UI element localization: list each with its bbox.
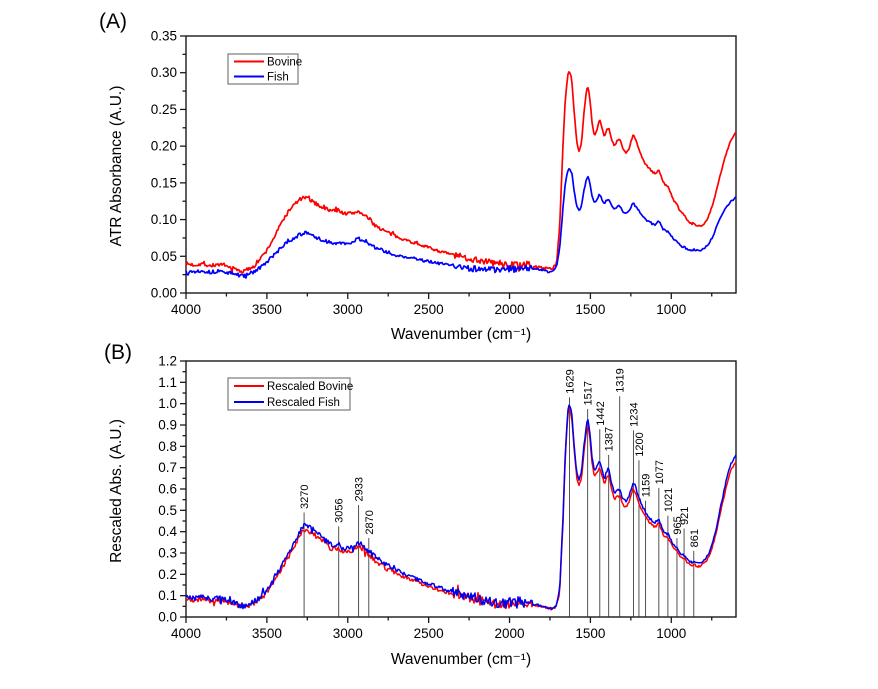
y-tick-label: 0.9 <box>158 418 177 433</box>
peak-label-965: 965 <box>672 516 684 534</box>
x-tick-label: 2500 <box>414 626 444 641</box>
panel-b-y-axis-title: Rescaled Abs. (A.U.) <box>108 419 125 563</box>
panel-b-letter: (B) <box>104 341 132 364</box>
peak-label-1319: 1319 <box>615 368 627 392</box>
bovine-curve <box>185 71 737 274</box>
y-tick-label: 0.25 <box>151 102 177 117</box>
panel-b-x-axis-title: Wavenumber (cm⁻¹) <box>390 651 532 668</box>
fish-curve <box>185 167 737 279</box>
panel-a: 4000 3500 3000 2500 2000 1500 1000 0.00 0.05 0.10… <box>151 29 737 317</box>
y-tick-label: 0.0 <box>158 610 177 625</box>
y-tick-label: 0.1 <box>158 588 177 603</box>
peak-label-1077: 1077 <box>654 460 666 484</box>
y-tick-label: 0.8 <box>158 439 177 454</box>
x-tick-label: 3500 <box>252 302 282 317</box>
x-tick-label: 3000 <box>333 302 363 317</box>
peak-label-3056: 3056 <box>334 498 346 522</box>
peak-label-861: 861 <box>689 529 701 547</box>
x-tick-label: 2000 <box>495 626 525 641</box>
peak-label-1387: 1387 <box>604 427 616 451</box>
peak-label-1234: 1234 <box>628 402 640 426</box>
peak-label-2870: 2870 <box>364 510 376 534</box>
y-tick-label: 0.7 <box>158 460 177 475</box>
legend-label: Rescaled Bovine <box>267 381 353 393</box>
peak-label-3270: 3270 <box>299 484 311 508</box>
y-tick-label: 0.35 <box>151 29 177 44</box>
y-tick-label: 1.2 <box>158 354 177 369</box>
y-tick-label: 0.30 <box>151 65 177 80</box>
legend-frame <box>227 377 351 411</box>
legend-label: Fish <box>267 72 289 84</box>
x-tick-label: 1000 <box>656 302 686 317</box>
y-tick-label: 0.20 <box>151 139 177 154</box>
peak-label-921: 921 <box>679 507 691 525</box>
x-tick-label: 1000 <box>656 626 686 641</box>
y-tick-label: 0.4 <box>158 524 177 539</box>
peak-label-1159: 1159 <box>641 474 653 498</box>
x-tick-label: 1500 <box>575 626 605 641</box>
peak-label-1200: 1200 <box>634 432 646 456</box>
peak-label-1442: 1442 <box>595 401 607 425</box>
y-tick-label: 0.05 <box>151 249 177 264</box>
y-tick-label: 0.10 <box>151 212 177 227</box>
peak-label-2933: 2933 <box>354 477 366 501</box>
y-tick-label: 0.5 <box>158 503 177 518</box>
y-tick-label: 1.0 <box>158 396 177 411</box>
legend-label: Bovine <box>267 57 302 69</box>
y-tick-label: 0.2 <box>158 567 177 582</box>
peak-label-1021: 1021 <box>663 488 675 512</box>
peak-label-1629: 1629 <box>565 369 577 393</box>
rescaled-bovine-curve <box>185 407 737 611</box>
x-tick-label: 4000 <box>171 302 201 317</box>
y-tick-label: 1.1 <box>158 375 177 390</box>
x-tick-label: 2500 <box>414 302 444 317</box>
peak-label-1517: 1517 <box>583 381 595 405</box>
x-tick-label: 1500 <box>575 302 605 317</box>
panel-a-y-axis-title: ATR Absorbance (A.U.) <box>108 85 125 247</box>
y-tick-label: 0.6 <box>158 482 177 497</box>
x-tick-label: 4000 <box>171 626 201 641</box>
panel-a-x-axis-title: Wavenumber (cm⁻¹) <box>390 326 532 343</box>
x-tick-label: 3500 <box>252 626 282 641</box>
x-tick-label: 3000 <box>333 626 363 641</box>
panel-b: 4000 3500 3000 2500 2000 1500 1000 0.0 0.1 0.2 0.3… <box>158 354 737 641</box>
y-tick-label: 0.3 <box>158 546 177 561</box>
panel-a-letter: (A) <box>99 10 127 33</box>
legend-label: Rescaled Fish <box>267 397 340 409</box>
legend-frame <box>227 53 299 85</box>
y-tick-label: 0.15 <box>151 175 177 190</box>
x-tick-label: 2000 <box>495 302 525 317</box>
rescaled-fish-curve <box>185 404 737 610</box>
y-tick-label: 0.00 <box>151 286 177 301</box>
